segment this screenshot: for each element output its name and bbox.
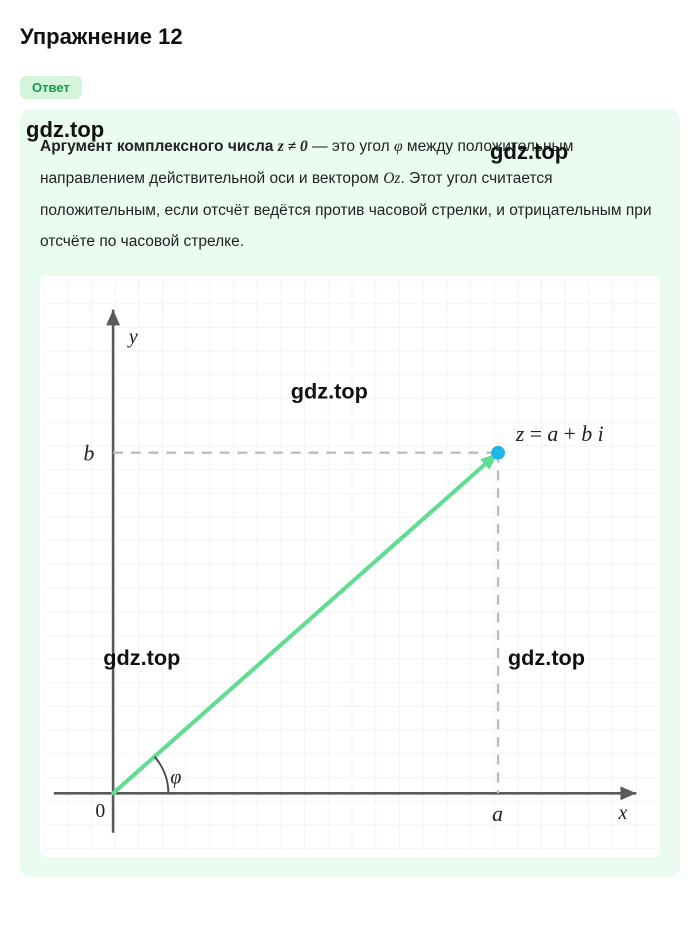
chart-container: y x 0 b a z = a + b i φ gdz.top gdz.top gdz.top [40, 276, 660, 857]
explain-after-z: — это угол [308, 138, 394, 155]
answer-panel: gdz.top gdz.top Аргумент комплексного чи… [20, 109, 680, 877]
page-title: Упражнение 12 [20, 24, 680, 50]
svg-text:z = a + b i: z = a + b i [515, 422, 604, 446]
svg-text:0: 0 [95, 800, 105, 822]
explanation-text: Аргумент комплексного числа z ≠ 0 — это … [40, 131, 660, 258]
svg-text:b: b [83, 442, 94, 466]
svg-text:x: x [617, 802, 627, 824]
answer-badge: Ответ [20, 76, 82, 99]
svg-text:gdz.top: gdz.top [508, 645, 585, 670]
svg-text:gdz.top: gdz.top [291, 379, 368, 404]
explain-phi: φ [394, 138, 403, 155]
svg-text:φ: φ [170, 766, 181, 788]
svg-text:y: y [127, 326, 138, 348]
svg-text:gdz.top: gdz.top [103, 645, 180, 670]
explain-bold-prefix: Аргумент комплексного числа [40, 138, 278, 155]
svg-text:a: a [492, 802, 503, 826]
complex-plane-diagram: y x 0 b a z = a + b i φ gdz.top gdz.top gdz.top [44, 280, 656, 853]
explain-oz: Oz [383, 170, 400, 187]
explain-z: z ≠ 0 [278, 138, 308, 155]
